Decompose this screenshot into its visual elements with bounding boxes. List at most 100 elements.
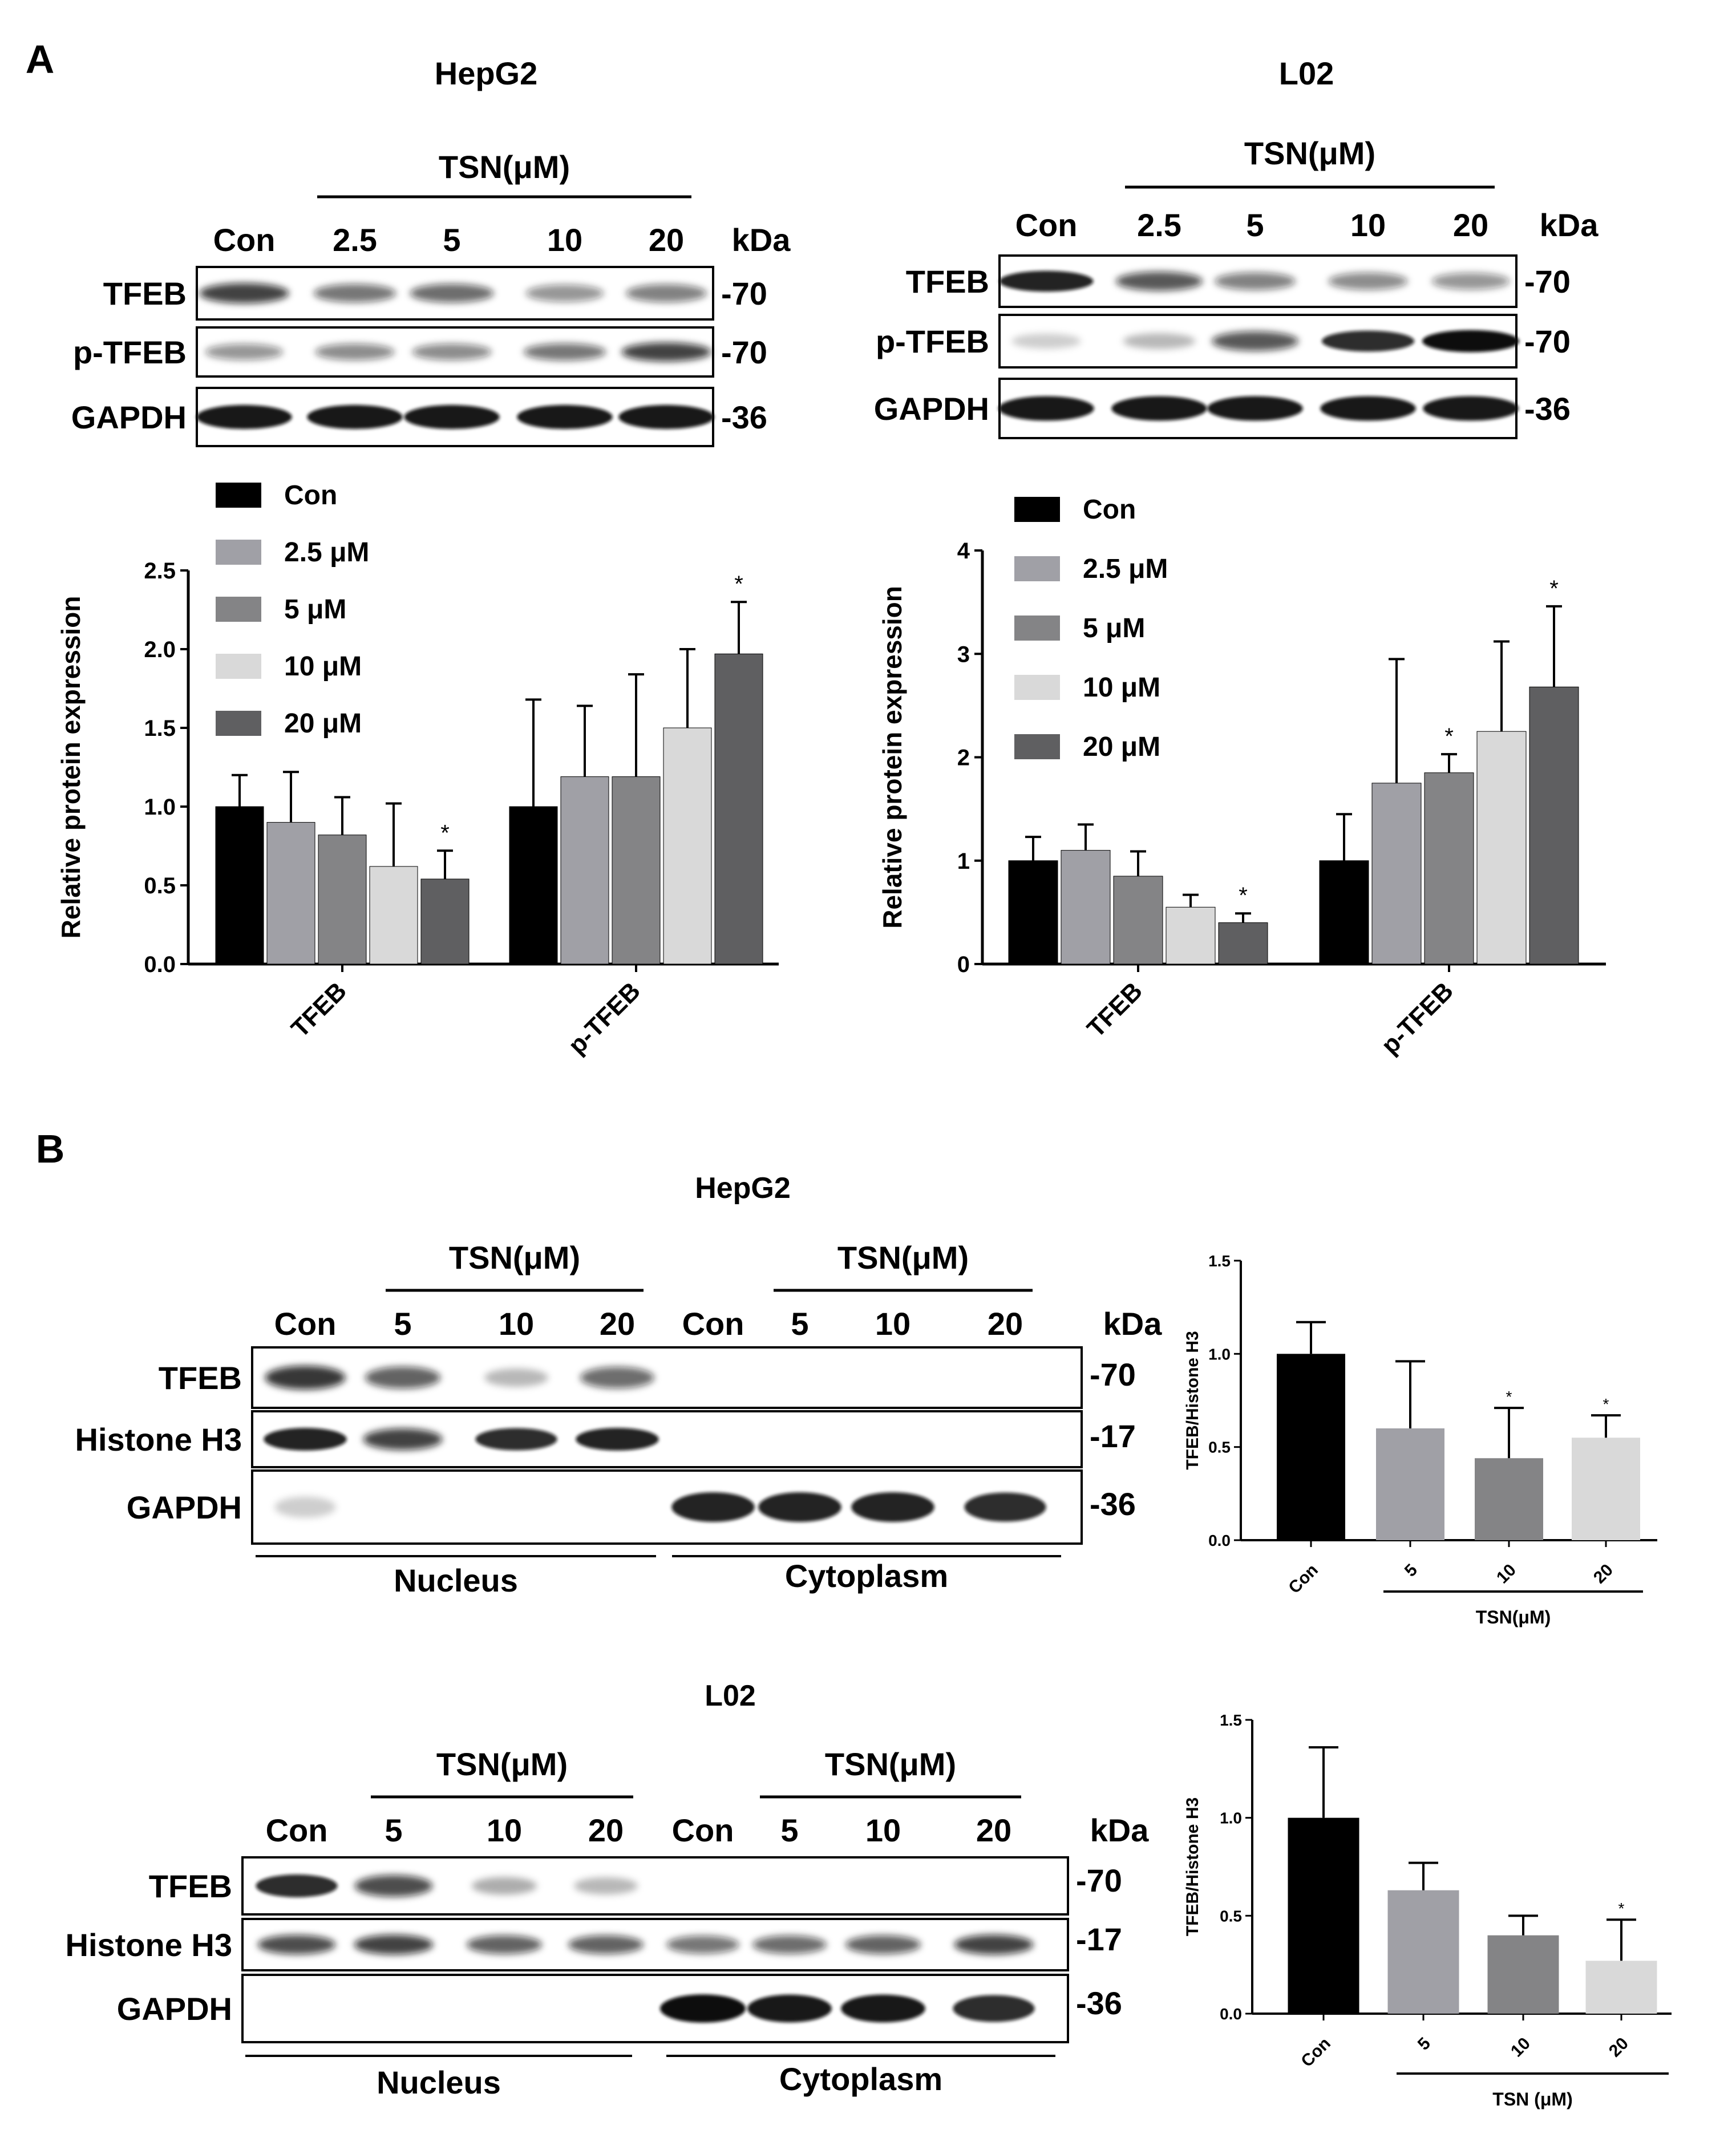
cell-line-title: L02: [1279, 55, 1334, 91]
treatment-label: TSN(μM): [439, 149, 570, 185]
lane-label: 20: [976, 1812, 1011, 1848]
blot-band: [484, 1368, 548, 1387]
y-tick-label: 1.0: [1208, 1345, 1231, 1363]
lane-label: 2.5: [333, 222, 377, 258]
blot-band: [410, 284, 494, 303]
lane-label: 20: [600, 1306, 635, 1342]
blot-band: [953, 1995, 1035, 2022]
y-tick-label: 0.0: [1220, 2005, 1242, 2023]
lane-label: 10: [499, 1306, 534, 1342]
lane-label: 5: [1246, 207, 1264, 243]
chart-b-hepg2: 0.0 0.5 1.0 1.5 TFEB/Histone H3 Con 5 * 10 * 20 TSN…: [1183, 1252, 1657, 1627]
blot-band: [1211, 331, 1299, 351]
bar: [1475, 1458, 1543, 1540]
blot-band: [1115, 272, 1203, 291]
kda-marker: -36: [1076, 1985, 1122, 2021]
lane-label: 10: [865, 1812, 901, 1848]
kda-header: kDa: [1103, 1306, 1163, 1342]
blot-band: [1423, 396, 1519, 421]
blot-frame: [251, 1469, 1083, 1545]
fraction-label: Cytoplasm: [785, 1558, 948, 1594]
significance-mark: *: [1603, 1395, 1609, 1413]
treatment-label: TSN(μM): [436, 1746, 568, 1782]
y-tick-label: 1.5: [1220, 1711, 1242, 1729]
panel-letter: B: [36, 1127, 65, 1171]
chart-b-l02: 0.0 0.5 1.0 1.5 TFEB/Histone H3 Con 5 10 * 20 TSN …: [1183, 1711, 1672, 2109]
significance-mark: *: [1549, 576, 1559, 601]
cell-line-title: HepG2: [435, 55, 538, 91]
legend-label: 5 μM: [284, 594, 346, 625]
bar: [369, 866, 418, 965]
significance-mark: *: [1444, 724, 1454, 749]
y-tick-label: 2.5: [144, 558, 176, 584]
y-tick-label: 1.5: [1208, 1252, 1231, 1270]
blot-row-label: p-TFEB: [73, 334, 187, 370]
blot-band: [256, 1874, 338, 1897]
lane-label: Con: [266, 1812, 328, 1848]
legend-swatch: [216, 483, 261, 508]
blot-band: [1207, 396, 1303, 421]
kda-marker: -70: [721, 334, 767, 370]
blot-band: [1215, 272, 1296, 290]
treatment-label: TSN(μM): [837, 1240, 969, 1276]
lane-label: Con: [213, 222, 276, 258]
blot-band: [1320, 396, 1416, 421]
legend-swatch: [216, 711, 261, 736]
blot-frame: [241, 1974, 1069, 2043]
blot-row-label: TFEB: [906, 264, 989, 299]
kda-header: kDa: [1540, 207, 1599, 243]
blot-band: [257, 1934, 336, 1955]
cell-line-title: L02: [705, 1679, 756, 1712]
bar: [560, 776, 609, 965]
blot-band: [199, 283, 289, 303]
blot-b-l02: L02 TSN(μM) TSN(μM) Con 5 10 20 Con 5 10 20 kDa TFEB…: [66, 1679, 1150, 2100]
blot-row-label: Histone H3: [66, 1927, 233, 1963]
bar: [318, 835, 367, 965]
legend-swatch: [1014, 616, 1060, 641]
y-tick-label: 0.5: [1220, 1907, 1242, 1925]
blot-row-label: GAPDH: [127, 1489, 242, 1525]
y-axis-label: TFEB/Histone H3: [1183, 1331, 1202, 1469]
blot-band: [845, 1935, 921, 1954]
legend-label: 10 μM: [1083, 673, 1160, 703]
blot-band: [618, 404, 714, 430]
significance-mark: *: [1239, 883, 1248, 908]
blot-band: [525, 284, 604, 302]
bar: [215, 806, 264, 965]
bar: [1008, 860, 1058, 965]
blot-band: [1321, 330, 1415, 352]
blot-row-label: TFEB: [103, 276, 187, 311]
lane-label: Con: [672, 1812, 734, 1848]
lane-label: 10: [1350, 207, 1386, 243]
bar: [663, 727, 712, 965]
lane-label: 5: [443, 222, 460, 258]
legend-swatch: [1014, 556, 1060, 581]
blot-band: [365, 1366, 440, 1389]
kda-marker: -36: [1524, 391, 1571, 427]
lane-label: 5: [780, 1812, 798, 1848]
y-tick-label: 0.0: [144, 952, 176, 977]
blot-band: [580, 1367, 654, 1388]
blot-band: [274, 1496, 336, 1518]
blot-band: [626, 284, 707, 302]
blot-band: [354, 1875, 433, 1897]
blot-band: [412, 343, 492, 361]
bar: [1376, 1428, 1444, 1540]
x-axis-label: TSN(μM): [1476, 1607, 1551, 1627]
blot-band: [666, 1936, 739, 1954]
blot-band: [758, 1492, 841, 1522]
blot-band: [517, 404, 613, 430]
blot-band: [1123, 333, 1196, 349]
legend-label: 2.5 μM: [284, 537, 369, 568]
x-tick-label: p-TFEB: [563, 977, 646, 1059]
blot-band: [671, 1492, 755, 1522]
bar: [714, 653, 763, 965]
bar: [612, 776, 661, 965]
blot-band: [1431, 273, 1510, 290]
x-tick-label: Con: [1285, 1561, 1322, 1598]
y-axis-label: Relative protein expression: [56, 596, 86, 939]
lane-label: Con: [682, 1306, 744, 1342]
lane-label: Con: [274, 1306, 337, 1342]
blot-b-hepg2: HepG2 TSN(μM) TSN(μM) Con 5 10 20 Con 5 10 20 kDa TF…: [75, 1172, 1163, 1598]
